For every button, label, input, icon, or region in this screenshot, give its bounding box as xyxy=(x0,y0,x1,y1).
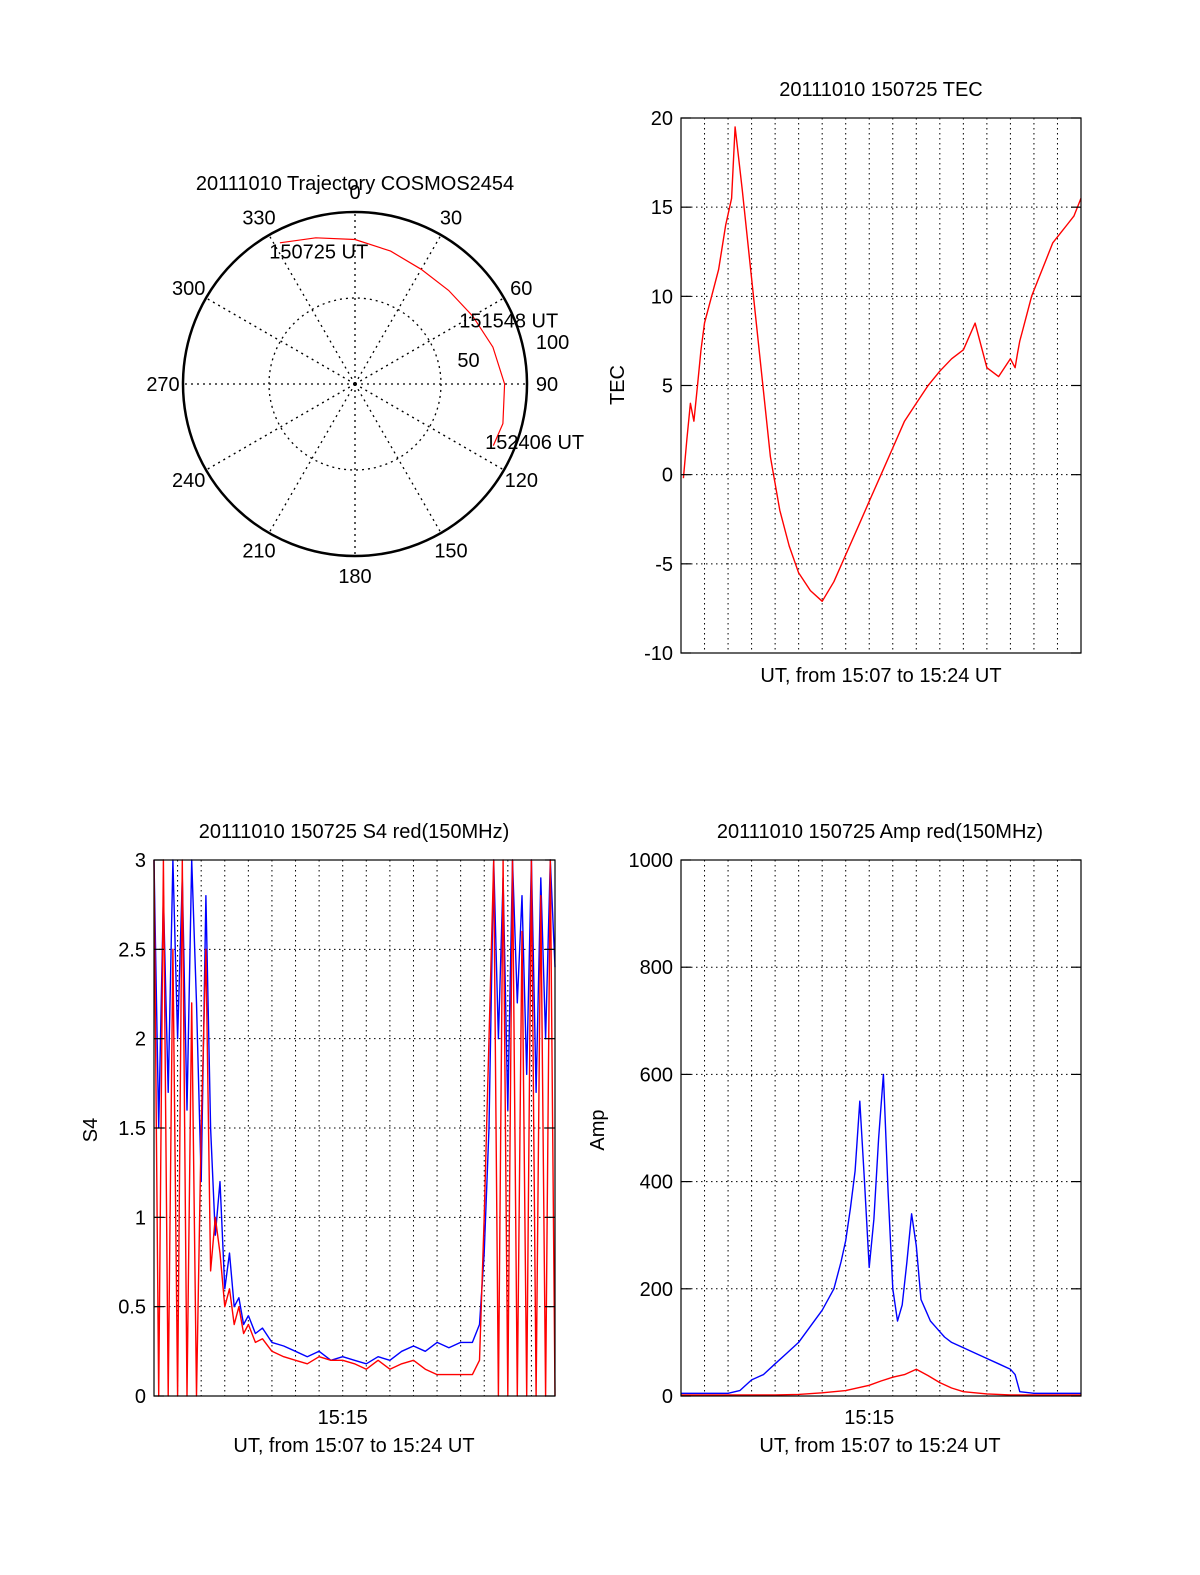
s4-title: 20111010 150725 S4 red(150MHz) xyxy=(199,821,510,843)
polar-title: 20111010 Trajectory COSMOS2454 xyxy=(196,173,514,195)
polar-spoke xyxy=(354,383,442,534)
polar-spoke xyxy=(354,297,505,385)
s4-xtick-label: 15:15 xyxy=(318,1407,368,1429)
s4-grid xyxy=(154,860,555,1396)
trajectory-line xyxy=(279,237,506,446)
tec-grid xyxy=(681,118,1081,653)
tec-series xyxy=(682,126,1082,602)
ytick-label: 5 xyxy=(662,376,673,398)
amp-chart: 20111010 150725 Amp red(150MHz) 0 200 400 6… xyxy=(587,821,1082,1457)
polar-spoke xyxy=(354,234,442,385)
trajectory-time-label: 151548 UT xyxy=(459,310,558,332)
red-series-line xyxy=(681,1368,1081,1396)
s4-xlabel: UT, from 15:07 to 15:24 UT xyxy=(233,1435,474,1457)
amp-xtick-label: 15:15 xyxy=(844,1407,894,1429)
trajectory-time-label: 150725 UT xyxy=(269,241,368,263)
blue-series-line xyxy=(153,859,556,1365)
polar-spoke xyxy=(205,297,356,385)
amp-series xyxy=(681,1073,1081,1396)
ytick-label: 200 xyxy=(640,1279,673,1301)
ytick-label: 10 xyxy=(651,286,673,308)
polar-angle-label: 90 xyxy=(536,374,558,396)
ytick-label: 1.5 xyxy=(118,1118,146,1140)
polar-angle-labels: 0 30 60 90 120 150 180 210 240 270 300 330 xyxy=(146,182,558,588)
tec-ylabel: TEC xyxy=(607,365,629,405)
red-series-line xyxy=(153,859,556,1397)
tec-title: 20111010 150725 TEC xyxy=(779,79,983,101)
ytick-label: 0 xyxy=(662,1386,673,1408)
trajectory-time-label: 152406 UT xyxy=(485,432,584,454)
polar-spoke xyxy=(268,383,356,534)
polar-angle-label: 270 xyxy=(146,374,179,396)
ytick-label: 15 xyxy=(651,197,673,219)
tec-chart: 20111010 150725 TEC -10 -5 0 5 10 15 20 TEC UT… xyxy=(607,79,1082,687)
amp-title: 20111010 150725 Amp red(150MHz) xyxy=(717,821,1043,843)
amp-ylabel: Amp xyxy=(587,1109,609,1150)
ytick-label: 0.5 xyxy=(118,1297,146,1319)
s4-series xyxy=(153,859,556,1397)
amp-xlabel: UT, from 15:07 to 15:24 UT xyxy=(759,1435,1000,1457)
polar-angle-label: 240 xyxy=(172,470,205,492)
polar-angle-label: 60 xyxy=(510,278,532,300)
polar-series xyxy=(279,237,506,446)
polar-grid xyxy=(181,210,529,558)
polar-annotations: 150725 UT 151548 UT 152406 UT xyxy=(269,241,584,453)
polar-radius-label: 100 xyxy=(536,332,569,354)
polar-angle-label: 0 xyxy=(349,182,360,204)
amp-ytick-labels: 0 200 400 600 800 1000 xyxy=(629,850,1081,1408)
ytick-label: 1 xyxy=(135,1207,146,1229)
polar-angle-label: 300 xyxy=(172,278,205,300)
polar-angle-label: 30 xyxy=(440,208,462,230)
polar-angle-label: 150 xyxy=(434,540,467,562)
red-series-line xyxy=(682,126,1082,602)
s4-ytick-labels: 0 0.5 1 1.5 2 2.5 3 xyxy=(118,850,555,1408)
ytick-label: 600 xyxy=(640,1064,673,1086)
s4-ylabel: S4 xyxy=(80,1118,102,1142)
polar-angle-label: 120 xyxy=(505,470,538,492)
ytick-label: 0 xyxy=(662,465,673,487)
ytick-label: 0 xyxy=(135,1386,146,1408)
ytick-label: -5 xyxy=(655,554,673,576)
s4-chart: 20111010 150725 S4 red(150MHz) 0 0.5 1 1.5 2… xyxy=(80,821,556,1457)
ytick-label: 400 xyxy=(640,1172,673,1194)
ytick-label: -10 xyxy=(644,643,673,665)
tec-xlabel: UT, from 15:07 to 15:24 UT xyxy=(760,665,1001,687)
amp-grid xyxy=(681,860,1081,1396)
polar-radius-labels: 50 100 xyxy=(457,332,569,372)
ytick-label: 3 xyxy=(135,850,146,872)
ytick-label: 20 xyxy=(651,108,673,130)
tec-ytick-labels: -10 -5 0 5 10 15 20 xyxy=(644,108,1081,665)
polar-spoke xyxy=(268,234,356,385)
ytick-label: 2 xyxy=(135,1029,146,1051)
ytick-label: 1000 xyxy=(629,850,674,872)
polar-angle-label: 330 xyxy=(242,208,275,230)
ytick-label: 2.5 xyxy=(118,939,146,961)
amp-plot-frame xyxy=(680,859,1082,1397)
polar-spoke xyxy=(205,383,356,471)
ytick-label: 800 xyxy=(640,957,673,979)
trajectory-polar-chart: 20111010 Trajectory COSMOS2454 0 30 60 90 12… xyxy=(146,173,584,588)
polar-outer-circle xyxy=(181,210,529,558)
polar-spoke xyxy=(354,383,505,471)
polar-angle-label: 180 xyxy=(338,566,371,588)
blue-series-line xyxy=(681,1073,1081,1395)
polar-angle-label: 210 xyxy=(242,540,275,562)
polar-radius-label: 50 xyxy=(457,350,479,372)
